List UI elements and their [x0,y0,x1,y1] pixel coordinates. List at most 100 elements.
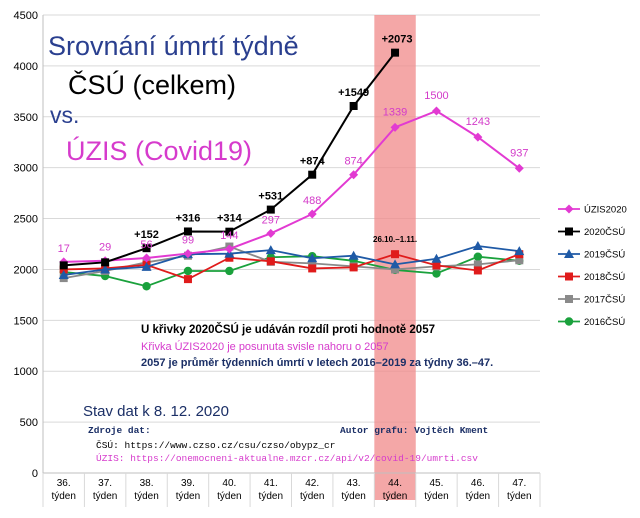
data-point [307,253,318,263]
data-label-csu: +314 [217,213,243,225]
legend-item: 2016ČSÚ [558,317,625,328]
data-point [473,260,482,269]
series-line [63,255,520,288]
data-point [183,275,192,284]
data-label-uzis: 937 [510,147,528,159]
data-point [391,250,400,259]
series-2020ČSÚ [59,48,400,270]
data-point [307,209,317,219]
y-tick-label: 3000 [14,163,38,175]
data-point [390,259,401,269]
series-ÚZIS2020 [59,106,524,267]
data-point [472,241,483,251]
data-point [183,266,193,276]
legend-marker [565,295,573,303]
data-label-uzis: 29 [99,242,111,254]
data-label-uzis: 144 [220,230,238,242]
data-label-uzis: 1339 [383,106,407,118]
data-point [100,264,111,274]
data-point [141,261,152,271]
author: Autor grafu: Vojtěch Kment [340,425,488,436]
data-label-uzis: 99 [182,235,194,247]
series-line [63,253,520,281]
legend-label: ÚZIS2020 [584,205,627,216]
data-point [59,265,68,274]
data-point [349,101,358,110]
source-uzis: ÚZIS: https://onemocneni-aktualne.mzcr.c… [96,453,478,464]
x-tick-label: 40. týden [217,478,241,502]
data-point [514,163,524,173]
data-point [349,263,358,272]
series-2019ČSÚ [58,241,525,280]
data-point [266,228,276,238]
legend-marker [565,227,573,236]
chart-title: Srovnání úmrtí týdně ČSÚ (celkem) vs. ÚZ… [48,31,299,166]
data-point [142,244,151,253]
x-tick-label: 46. týden [466,478,490,502]
legend-marker [565,272,573,281]
x-tick-label: 39. týden [176,478,200,502]
notes: U křivky 2020ČSÚ je udáván rozdíl proti … [141,323,493,369]
data-point [142,282,151,291]
y-tick-label: 2500 [14,214,38,226]
grid-layer [43,14,540,474]
data-label-uzis: 1500 [424,90,448,102]
y-tick-label: 0 [32,468,38,480]
series-line [63,245,520,276]
series-line [63,109,520,263]
y-tick-label: 4500 [14,10,38,22]
data-point [348,250,359,260]
data-label-uzis: 17 [58,243,70,255]
x-tick-label: 38. týden [134,478,158,502]
data-point [101,258,110,267]
label-layer: 17 29 56 99 144 297 488 874 1339 1500 1243 937 +152 +… [58,34,529,255]
y-tick-label: 3500 [14,112,38,124]
data-point [431,106,441,116]
legend: ÚZIS2020 2020ČSÚ 2019ČSÚ 2018ČSÚ 2017ČSÚ 2016… [558,204,627,328]
y-tick-label: 1500 [14,315,38,327]
data-point [515,256,524,265]
x-tick-label: 41. týden [259,478,283,502]
sources-heading: Zdroje dat: [88,425,151,436]
legend-item: ÚZIS2020 [558,204,627,216]
legend-marker [564,249,574,258]
legend-marker [564,204,574,214]
title-line-4: ÚZIS (Covid19) [66,135,252,166]
data-label-uzis: 488 [303,195,321,207]
x-tick-label: 44. týden [383,478,407,502]
x-tick-label: 37. týden [93,478,117,502]
x-axis-ticks: 36. týden 37. týden 38. týden 39. týden 40. týden… [42,473,541,507]
title-line-2: ČSÚ (celkem) [68,69,236,100]
data-point [224,244,234,254]
data-label-uzis: 1243 [466,116,490,128]
data-point [473,132,483,142]
note-line-3: 2057 je průměr týdenních úmrtí v letech … [141,357,493,369]
data-point [265,245,276,255]
data-label-uzis: 297 [262,214,280,226]
legend-marker [564,317,574,326]
data-point [225,253,234,262]
highlight-label: 26.10.–1.11. [373,235,417,244]
data-point [58,270,69,280]
data-point [266,205,275,214]
title-line-1: Srovnání úmrtí týdně [48,31,299,61]
data-label-csu: +316 [176,212,201,224]
series-layer [58,48,525,291]
data-label-csu: +2073 [382,34,413,46]
note-line-1: U křivky 2020ČSÚ je udáván rozdíl proti … [141,323,435,336]
data-point [183,249,193,259]
data-label-uzis: 56 [140,239,152,251]
data-status: Stav dat k 8. 12. 2020 [83,403,229,420]
title-line-3: vs. [50,102,79,128]
data-label-uzis: 874 [344,156,362,168]
data-point [183,227,192,236]
legend-label: 2019ČSÚ [584,250,625,261]
data-label-csu: +152 [134,229,159,241]
data-point [349,170,359,180]
data-point [473,252,483,261]
note-line-2: Křivka ÚZIS2020 je posunuta svisle nahor… [141,340,389,353]
legend-label: 2020ČSÚ [584,227,625,238]
y-tick-label: 2000 [14,264,38,276]
x-tick-label: 43. týden [341,478,365,502]
